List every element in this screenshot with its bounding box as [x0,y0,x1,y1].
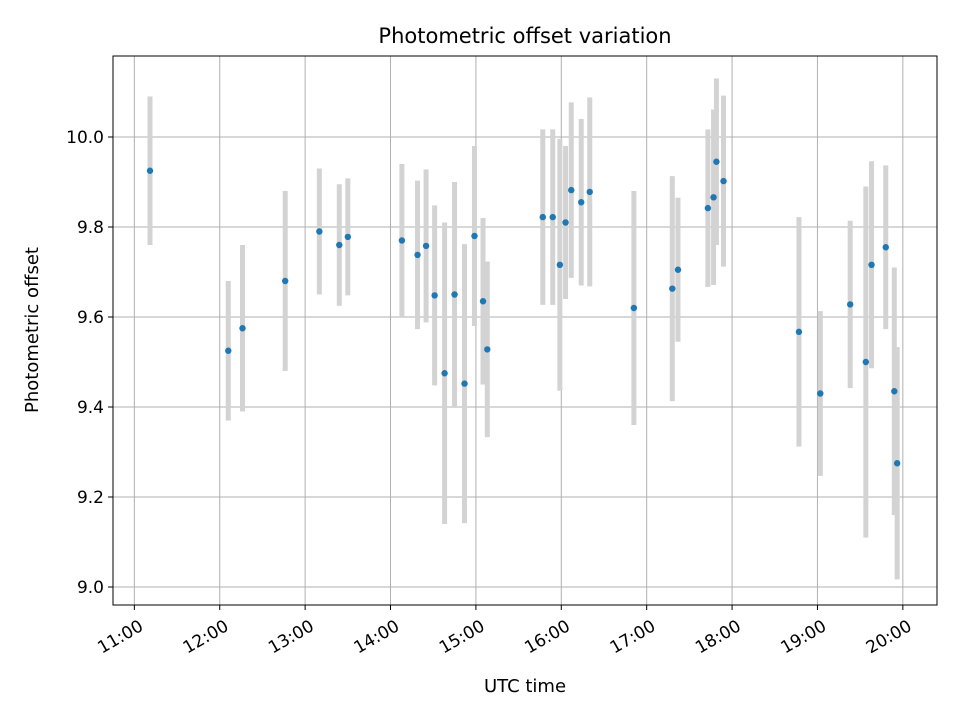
data-point [795,328,803,336]
y-tick-label: 10.0 [66,128,104,148]
y-tick-label: 9.2 [77,488,104,508]
data-point [720,177,727,185]
data-point [713,158,720,165]
data-point [556,261,564,268]
data-point [630,304,638,312]
data-point [893,460,901,467]
plot-frame [112,55,938,606]
data-point [586,188,593,196]
y-tick-label: 9.4 [77,398,104,418]
data-point [710,194,717,201]
data-point [868,261,875,268]
data-point [431,292,438,299]
data-point [422,242,430,250]
data-point [225,347,232,354]
data-point [451,291,458,298]
data-point [398,237,406,244]
data-points [146,158,901,467]
data-point [146,167,154,174]
data-point [704,204,712,212]
data-point [239,325,246,332]
data-point [316,228,323,235]
data-point [549,213,556,221]
data-point [882,244,889,251]
y-tick-label: 9.0 [77,578,104,598]
data-point [578,199,585,206]
data-point [539,213,546,221]
data-point [441,370,448,377]
data-point [846,301,854,308]
data-point [568,186,575,194]
data-point [479,298,487,305]
data-point [336,241,343,249]
data-point [562,219,569,226]
data-point [344,233,352,241]
data-point [282,277,289,285]
x-axis-label: UTC time [484,676,566,697]
y-tick-label: 9.6 [77,308,104,328]
data-point [891,388,898,395]
chart-title: Photometric offset variation [378,24,671,48]
y-axis: 9.0 9.2 9.4 9.6 9.8 10.0 [66,128,113,598]
data-point [471,232,478,240]
y-tick-label: 9.8 [77,218,104,238]
data-point [484,346,491,353]
data-point [817,390,824,397]
data-point [674,266,682,273]
data-point [862,358,870,366]
y-axis-label: Photometric offset [22,247,43,413]
data-point [669,285,676,292]
data-point [414,251,421,259]
data-point [461,380,468,387]
